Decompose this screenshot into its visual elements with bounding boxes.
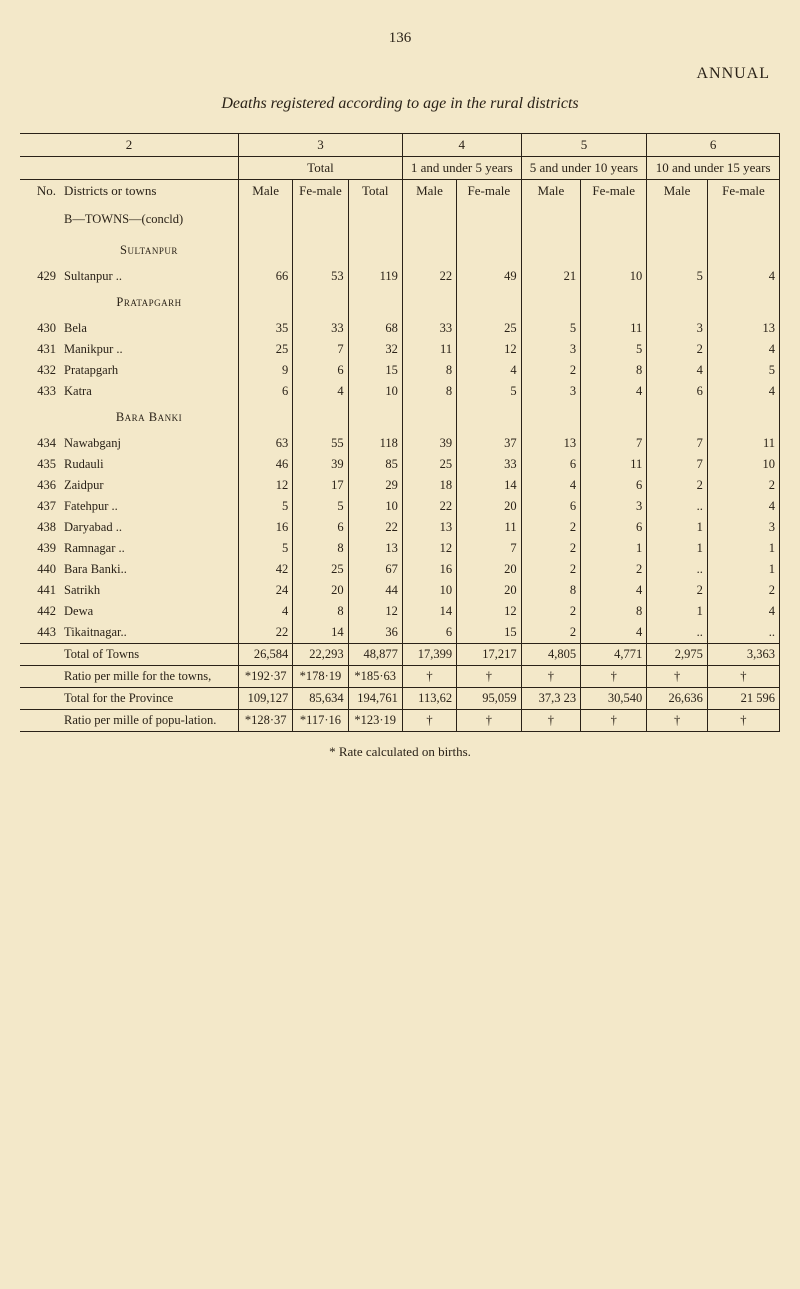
- header-female-u5: Fe-male: [457, 180, 522, 203]
- section-heading-row: Sultanpur: [20, 235, 780, 266]
- blank-header: [20, 157, 239, 180]
- header-male-u15: Male: [647, 180, 708, 203]
- group-u5: 1 and under 5 years: [402, 157, 521, 180]
- table-row: 437Fatehpur ..5510222063..4: [20, 496, 780, 517]
- table-row: 433Katra6410853464: [20, 381, 780, 402]
- label-ratio-population: Ratio per mille of popu-lation.: [60, 710, 239, 732]
- table-row: 441Satrikh24204410208422: [20, 580, 780, 601]
- label-total-towns: Total of Towns: [60, 644, 239, 666]
- col-num-6: 6: [647, 134, 780, 157]
- header-total: Total: [348, 180, 402, 203]
- col-num-5: 5: [521, 134, 647, 157]
- col-num-2: 2: [20, 134, 239, 157]
- header-female-total: Fe-male: [293, 180, 348, 203]
- header-male-u5: Male: [402, 180, 456, 203]
- col-num-4: 4: [402, 134, 521, 157]
- table-row: 435Rudauli4639852533611710: [20, 454, 780, 475]
- table-row: 440Bara Banki..422567162022..1: [20, 559, 780, 580]
- table-row: 439Ramnagar ..58131272111: [20, 538, 780, 559]
- group-u15: 10 and under 15 years: [647, 157, 780, 180]
- table-row: 436Zaidpur12172918144622: [20, 475, 780, 496]
- header-female-u10: Fe-male: [581, 180, 647, 203]
- label-total-province: Total for the Province: [60, 688, 239, 710]
- table-row: 431Manikpur ..2573211123524: [20, 339, 780, 360]
- header-districts: Districts or towns: [60, 180, 239, 203]
- table-row: 443Tikaitnagar..22143661524....: [20, 622, 780, 644]
- group-u10: 5 and under 10 years: [521, 157, 647, 180]
- table-subtitle: Deaths registered according to age in th…: [20, 95, 780, 113]
- section-heading-row: Bara Banki: [20, 402, 780, 433]
- table-row: 432Pratapgarh9615842845: [20, 360, 780, 381]
- header-female-u15: Fe-male: [707, 180, 779, 203]
- row-ratio-population: Ratio per mille of popu-lation. *128·37 …: [20, 710, 780, 732]
- table-row: 430Bela3533683325511313: [20, 318, 780, 339]
- header-male-total: Male: [239, 180, 293, 203]
- label-ratio-towns: Ratio per mille for the towns,: [60, 666, 239, 688]
- section-heading-row: B—TOWNS—(concld): [20, 202, 780, 235]
- table-row: 429Sultanpur ..66531192249211054: [20, 266, 780, 287]
- page-number: 136: [20, 30, 780, 47]
- table-row: 434Nawabganj63551183937137711: [20, 433, 780, 454]
- header-male-u10: Male: [521, 180, 581, 203]
- running-title: ANNUAL: [20, 65, 780, 83]
- row-total-towns: Total of Towns 26,584 22,293 48,877 17,3…: [20, 644, 780, 666]
- row-ratio-towns: Ratio per mille for the towns, *192·37 *…: [20, 666, 780, 688]
- deaths-table: 2 3 4 5 6 Total 1 and under 5 years 5 an…: [20, 133, 780, 732]
- group-total: Total: [239, 157, 403, 180]
- table-row: 442Dewa481214122814: [20, 601, 780, 622]
- col-num-3: 3: [239, 134, 403, 157]
- row-total-province: Total for the Province 109,127 85,634 19…: [20, 688, 780, 710]
- table-row: 438Daryabad ..1662213112613: [20, 517, 780, 538]
- header-no: No.: [20, 180, 60, 203]
- footnote: * Rate calculated on births.: [20, 744, 780, 760]
- section-heading-row: Pratapgarh: [20, 287, 780, 318]
